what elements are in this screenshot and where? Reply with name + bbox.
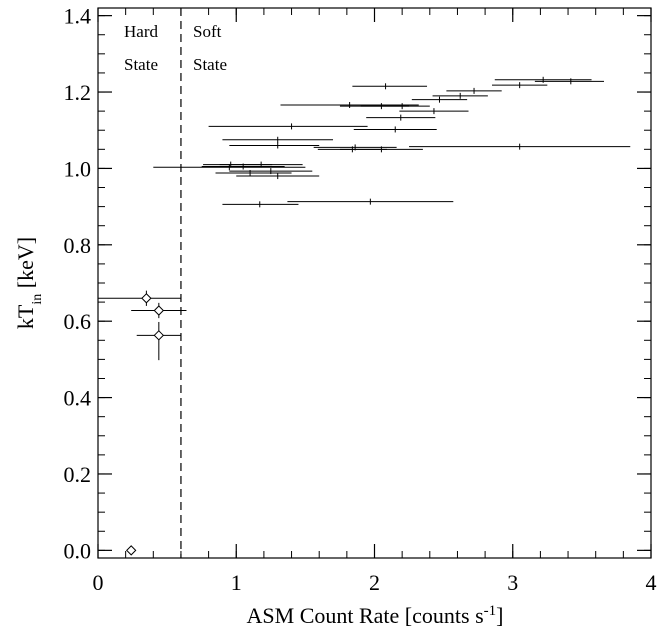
y-axis-title: kTin [keV] (13, 237, 45, 329)
y-tick-label: 0.8 (64, 233, 92, 258)
x-tick-label: 0 (93, 570, 104, 595)
annotation-hard-line2: State (124, 55, 158, 74)
annotation-hard-line1: Hard (124, 22, 158, 41)
x-tick-label: 1 (231, 570, 242, 595)
y-tick-label: 0.6 (64, 309, 92, 334)
annotation-soft-line2: State (193, 55, 227, 74)
y-tick-label: 0.4 (64, 386, 92, 411)
y-axis: 0.0 0.2 0.4 0.6 0.8 1.0 1.2 1.4 (64, 4, 651, 563)
data-points (98, 76, 631, 556)
diamond-marker (153, 330, 165, 341)
diamond-marker (153, 305, 165, 316)
diamond-marker (125, 545, 137, 556)
y-tick-label: 1.2 (64, 80, 92, 105)
x-tick-label: 2 (369, 570, 380, 595)
y-tick-label: 0.2 (64, 462, 92, 487)
annotation-soft-line1: Soft (193, 22, 222, 41)
diamond-marker (141, 293, 152, 304)
y-tick-label: 1.4 (64, 4, 92, 29)
x-tick-label: 4 (646, 570, 657, 595)
y-tick-label: 0.0 (64, 538, 92, 563)
y-tick-label: 1.0 (64, 156, 92, 181)
x-axis: 0 1 2 3 4 (93, 8, 657, 595)
x-tick-label: 3 (507, 570, 518, 595)
x-axis-title: ASM Count Rate [counts s-1] (247, 603, 504, 628)
